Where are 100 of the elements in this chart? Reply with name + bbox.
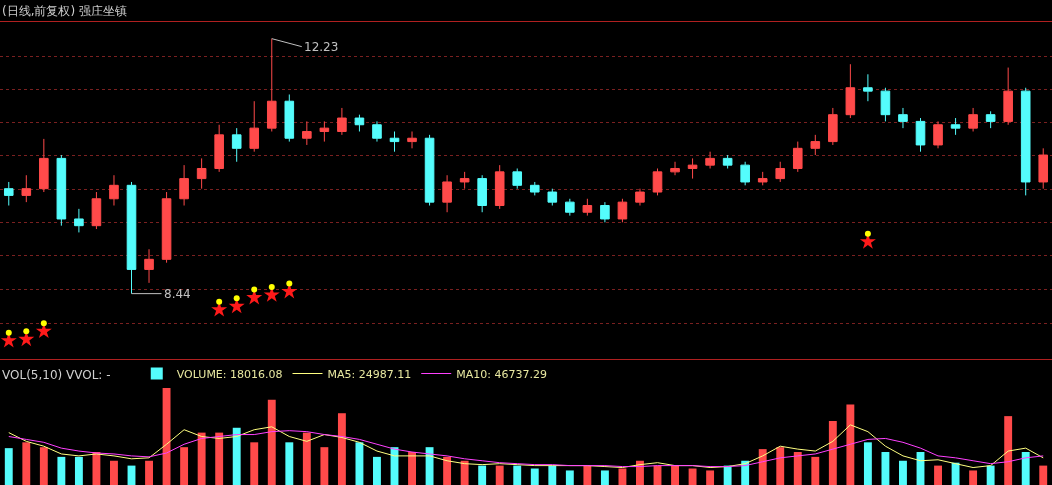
candlestick [442, 174, 452, 213]
bar [846, 404, 855, 485]
bar [495, 465, 504, 485]
point [40, 320, 47, 327]
bar [460, 460, 469, 485]
candlestick [1038, 147, 1049, 190]
candlestick [477, 174, 487, 213]
candlestick [722, 154, 733, 169]
candlestick [635, 188, 645, 207]
bar [1039, 465, 1048, 485]
candlestick [389, 131, 400, 153]
candlestick [214, 124, 224, 173]
candlestick [512, 168, 523, 190]
candlestick [880, 87, 891, 122]
bar [443, 456, 452, 485]
candlestick [56, 154, 67, 227]
candlestick [21, 174, 32, 203]
candlestick [179, 164, 189, 207]
candlestick [792, 141, 803, 173]
bar [951, 462, 960, 485]
candlestick [302, 120, 312, 146]
candlestick [757, 171, 768, 186]
bar [215, 432, 224, 485]
candlestick [1020, 87, 1031, 196]
bar [636, 460, 644, 485]
bar [337, 413, 346, 485]
bar [758, 449, 767, 485]
bar [250, 442, 259, 485]
point [233, 295, 240, 302]
bar [74, 456, 83, 485]
bar [408, 452, 416, 485]
candlestick [494, 164, 505, 210]
point [5, 329, 12, 336]
bar [863, 442, 872, 485]
bar [671, 465, 679, 485]
bar [39, 447, 48, 485]
bar [723, 465, 732, 485]
bar [162, 388, 171, 485]
bar [811, 456, 820, 485]
candlestick [863, 73, 873, 102]
candlestick [284, 93, 295, 143]
bar [478, 465, 487, 485]
legend-label: MA10: 46737.29 [456, 367, 547, 381]
bar [934, 465, 942, 485]
candlestick [74, 208, 84, 233]
bar [110, 460, 118, 485]
candlestick [775, 161, 786, 183]
point [251, 286, 258, 293]
candlestick [407, 131, 417, 149]
point [23, 328, 30, 335]
candlestick [39, 138, 49, 193]
bar [530, 468, 539, 485]
candlestick [670, 161, 680, 176]
annotation: 12.23 [304, 40, 339, 54]
bar [320, 447, 329, 485]
candlestick [109, 174, 119, 207]
chart-title: VOL(5,10) VVOL: - [2, 368, 111, 382]
candlestick [266, 38, 277, 132]
candlestick [652, 168, 663, 196]
candlestick [547, 188, 558, 207]
legend-label: VOLUME: 18016.08 [176, 367, 283, 381]
bar [22, 442, 31, 485]
candlestick [582, 198, 593, 217]
point [286, 280, 293, 287]
candlestick [196, 157, 207, 190]
candlestick [705, 151, 715, 169]
bar [565, 470, 574, 485]
point [268, 283, 275, 290]
candlestick [3, 181, 14, 207]
bar [57, 456, 66, 485]
bar [4, 448, 13, 485]
bar [425, 447, 434, 485]
bar [355, 442, 364, 485]
bar [1004, 416, 1013, 485]
candlestick [337, 107, 347, 136]
bar [92, 452, 101, 485]
legend-label: MA5: 24987.11 [327, 367, 412, 381]
bar [706, 470, 715, 485]
bar [969, 470, 978, 485]
candlestick [424, 134, 435, 207]
candlestick [968, 107, 978, 132]
candlestick [372, 120, 382, 143]
candlestick [459, 171, 470, 190]
bar [513, 465, 522, 485]
candlestick [915, 117, 926, 153]
candlestick [144, 248, 154, 284]
candlestick [354, 114, 365, 132]
bar [881, 452, 890, 485]
candlestick [933, 120, 943, 149]
bar [618, 468, 627, 485]
chart-title: (日线,前复权) 强庄坐镇 [2, 4, 127, 18]
candlestick [898, 107, 908, 129]
candlestick [319, 120, 330, 143]
candlestick [91, 191, 102, 230]
candlestick [565, 198, 575, 217]
bar [600, 470, 609, 485]
bar [285, 442, 294, 485]
bar [197, 432, 206, 485]
bar [373, 456, 381, 485]
candlestick [845, 63, 856, 119]
